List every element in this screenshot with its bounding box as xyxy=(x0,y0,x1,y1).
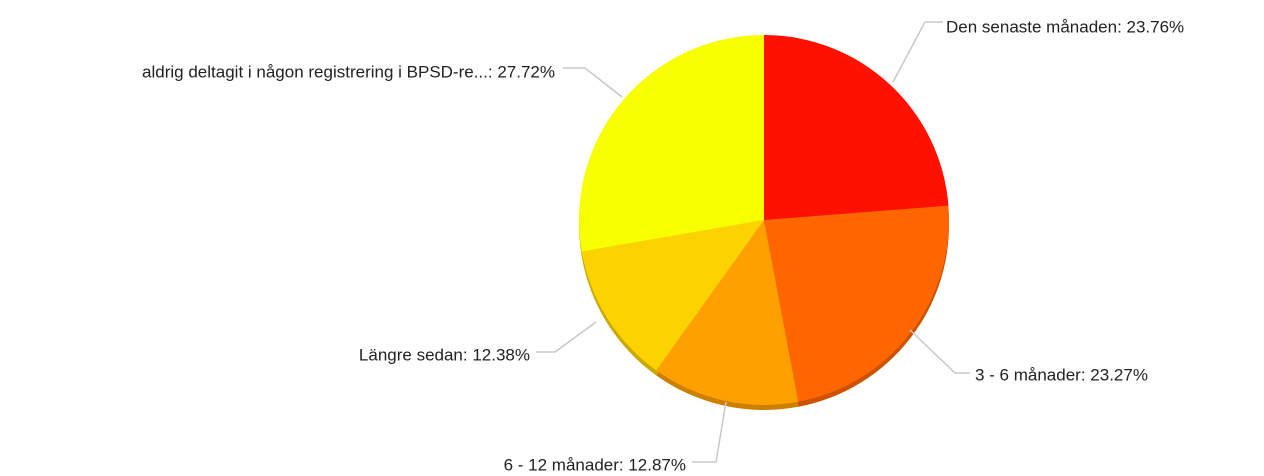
slice-label: aldrig deltagit i någon registrering i B… xyxy=(142,62,555,81)
slice xyxy=(578,35,764,252)
slice xyxy=(764,35,949,220)
slice xyxy=(656,220,799,405)
leader-line xyxy=(909,329,970,374)
slice-label: 6 - 12 månader: 12.87% xyxy=(504,455,686,474)
slice xyxy=(764,205,949,402)
slice-label: 3 - 6 månader: 23.27% xyxy=(975,365,1148,384)
slice-label: Längre sedan: 12.38% xyxy=(359,345,530,364)
slice xyxy=(581,220,764,371)
leader-line xyxy=(563,67,623,98)
leader-line xyxy=(892,21,943,83)
leader-line xyxy=(692,401,727,463)
leader-line xyxy=(536,321,597,353)
slice-label: Den senaste månaden: 23.76% xyxy=(946,17,1184,36)
